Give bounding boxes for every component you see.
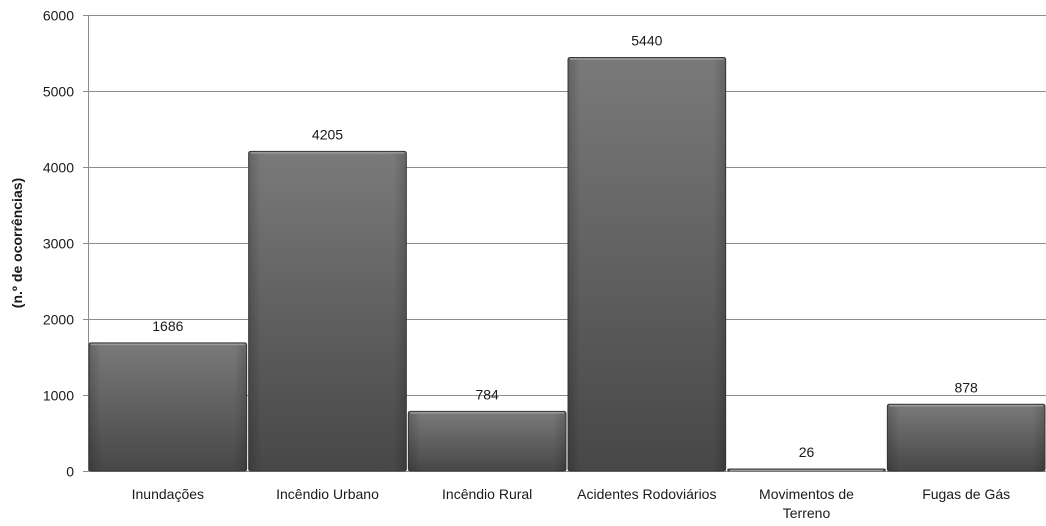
bar-shading xyxy=(408,411,566,471)
x-tick-label: Acidentes Rodoviários xyxy=(577,486,716,502)
bar-value-label: 1686 xyxy=(152,318,183,334)
y-tick-label: 3000 xyxy=(43,236,74,252)
bar-value-label: 784 xyxy=(475,386,499,402)
bar-value-label: 5440 xyxy=(631,33,662,49)
x-tick-label-line: Acidentes Rodoviários xyxy=(577,486,716,502)
y-tick-label: 4000 xyxy=(43,160,74,176)
bar-value-label: 4205 xyxy=(312,126,343,142)
y-axis-label: (n.º de ocorrências) xyxy=(9,178,25,308)
x-tick-label-line: Incêndio Urbano xyxy=(276,486,379,502)
x-tick-label: Inundações xyxy=(132,486,204,502)
gridlines xyxy=(88,15,1046,396)
bar-group xyxy=(407,410,567,472)
bar-group xyxy=(248,150,407,472)
bar-shading xyxy=(568,57,726,472)
bar-shading xyxy=(887,404,1045,471)
bar-shading xyxy=(89,342,247,471)
bars xyxy=(88,57,1046,472)
x-tick-label-line: Fugas de Gás xyxy=(922,486,1010,502)
bar-group xyxy=(727,468,886,472)
bar-value-label: 878 xyxy=(954,379,978,395)
y-tick-label: 1000 xyxy=(43,388,74,404)
labels: 0 1000 2000 3000 4000 5000 6000 1686 Inundações 4… xyxy=(43,8,1010,522)
x-tick-label: Fugas de Gás xyxy=(922,486,1010,502)
bar-group xyxy=(88,342,248,472)
bar-group xyxy=(567,57,727,472)
x-tick-label-line: Incêndio Rural xyxy=(442,486,532,502)
x-tick-label: Incêndio Urbano xyxy=(276,486,379,502)
bar-group xyxy=(886,403,1046,472)
x-tick-label: Incêndio Rural xyxy=(442,486,532,502)
y-tick-label: 6000 xyxy=(43,8,74,24)
y-tick-label: 2000 xyxy=(43,312,74,328)
x-tick-label-line: Inundações xyxy=(132,486,204,502)
y-tick-label: 0 xyxy=(66,464,74,480)
bar-value-label: 26 xyxy=(799,444,815,460)
x-tick-label-line: Terreno xyxy=(783,505,831,521)
x-tick-label-line: Movimentos de xyxy=(759,486,854,502)
x-tick-label: Movimentos de Terreno xyxy=(759,486,854,521)
y-tick-label: 5000 xyxy=(43,84,74,100)
bar-shading xyxy=(248,151,407,472)
